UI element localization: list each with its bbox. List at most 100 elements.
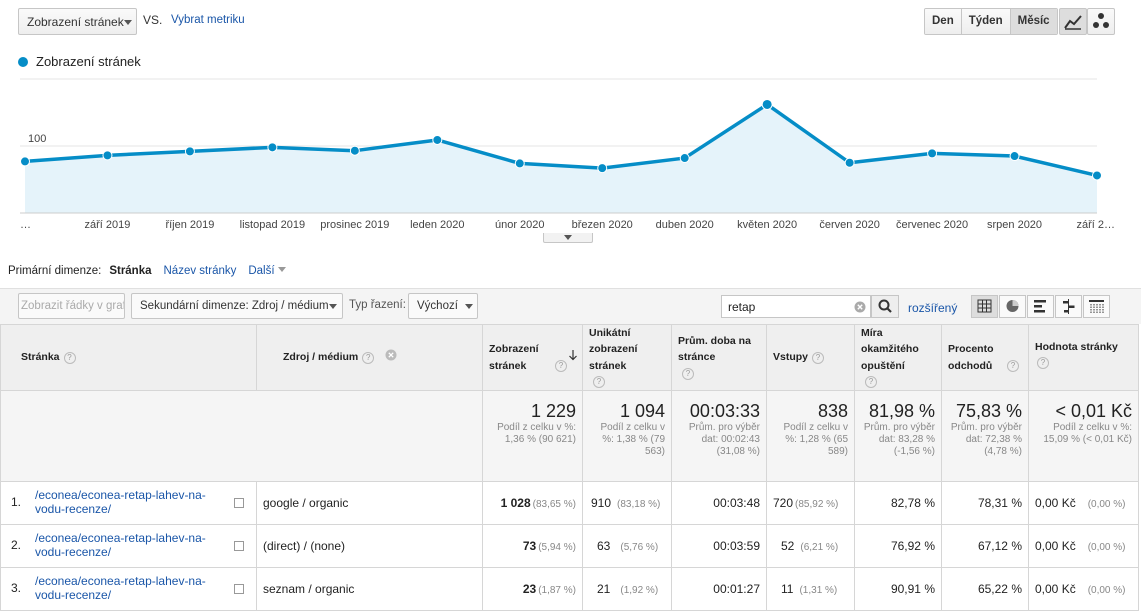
view-comparison-button[interactable] <box>1055 295 1082 318</box>
summary-value: 1 229 <box>530 401 576 422</box>
x-tick-label: červenec 2020 <box>896 219 968 231</box>
cell-pct: (1,31 %) <box>799 585 838 597</box>
help-icon[interactable]: ? <box>682 367 694 380</box>
cell-pct: (5,94 %) <box>538 542 576 554</box>
cell-pct: (85,92 %) <box>795 499 839 511</box>
cell-pageviews: 23 (1,87 %) <box>482 567 583 611</box>
table-search-input[interactable]: retap <box>721 295 871 318</box>
data-point <box>20 156 30 167</box>
cell-unique: 63 (5,76 %) <box>582 524 672 569</box>
page-link[interactable]: /econea/econea-retap-lahev-na-vodu-recen… <box>35 488 206 517</box>
chevron-down-icon <box>277 267 286 272</box>
col-avg-time[interactable]: Prům. doba na stránce? <box>671 323 767 392</box>
help-icon[interactable]: ? <box>1007 359 1019 372</box>
primary-dimension-bar: Primární dimenze: Stránka Název stránky … <box>8 265 286 277</box>
col-page[interactable]: Stránka? <box>0 323 257 392</box>
data-point <box>1092 170 1102 181</box>
view-performance-button[interactable] <box>1027 295 1054 318</box>
col-bounce[interactable]: Míra okamžitého opuštění? <box>854 323 942 392</box>
x-tick-label: únor 2020 <box>495 219 545 231</box>
page-link[interactable]: /econea/econea-retap-lahev-na-vodu-recen… <box>35 574 206 603</box>
help-icon[interactable]: ? <box>812 351 825 364</box>
data-point <box>184 146 195 157</box>
dimension-page-title[interactable]: Název stránky <box>163 265 237 277</box>
cell-avg-time: 00:03:59 <box>671 524 767 569</box>
sort-type-label: Typ řazení: <box>349 299 406 311</box>
dimension-page[interactable]: Stránka <box>109 265 152 277</box>
col-value[interactable]: Hodnota stránky? <box>1028 323 1139 392</box>
data-point <box>1009 151 1020 162</box>
remove-dimension-icon[interactable] <box>385 349 397 361</box>
cell-pct: (0,00 %) <box>1087 499 1126 511</box>
period-day-button[interactable]: Den <box>925 9 962 34</box>
col-source[interactable]: Zdroj / médium? <box>256 323 483 392</box>
period-month-button[interactable]: Měsíc <box>1010 9 1057 34</box>
help-icon[interactable]: ? <box>865 376 877 389</box>
secondary-dimension-select[interactable]: Sekundární dimenze: Zdroj / médium <box>131 293 343 319</box>
help-icon[interactable]: ? <box>593 376 605 389</box>
summary-blank <box>0 390 483 483</box>
col-entrances[interactable]: Vstupy? <box>766 323 855 392</box>
comparison-icon <box>1063 299 1075 314</box>
help-icon[interactable]: ? <box>1037 357 1049 370</box>
col-exit[interactable]: Procento odchodů? <box>941 323 1029 392</box>
x-tick-label: … <box>20 219 31 231</box>
view-pivot-button[interactable] <box>1083 295 1110 318</box>
sort-type-select[interactable]: Výchozí <box>408 293 478 319</box>
metric-select[interactable]: Zobrazení stránek <box>18 8 137 35</box>
x-tick-label: květen 2020 <box>737 219 797 231</box>
external-link-icon[interactable] <box>234 498 244 509</box>
cell-value: 0,00 Kč (0,00 %) <box>1028 567 1139 611</box>
pick-metric-link[interactable]: Vybrat metriku <box>171 14 245 26</box>
summary-pageviews: 1 229 Podíl z celku v %: 1,36 % (90 621) <box>482 390 583 483</box>
data-point <box>844 157 855 168</box>
cell-page: 1. /econea/econea-retap-lahev-na-vodu-rec… <box>0 481 257 526</box>
dimension-more-label: Další <box>248 265 275 277</box>
bubble-chart-icon <box>1093 13 1109 28</box>
page-link[interactable]: /econea/econea-retap-lahev-na-vodu-recen… <box>35 531 206 560</box>
cell-value: 0,00 Kč (0,00 %) <box>1028 481 1139 526</box>
chart-collapse-handle[interactable] <box>543 233 593 243</box>
col-avg-time-label: Prům. doba na stránce <box>678 335 751 364</box>
help-icon[interactable]: ? <box>555 359 567 372</box>
sort-type-value: Výchozí <box>417 300 458 312</box>
chevron-down-icon <box>329 304 337 309</box>
period-week-button[interactable]: Týden <box>961 9 1011 34</box>
summary-entrances: 838 Podíl z celku v %: 1,28 % (65 589) <box>766 390 855 483</box>
data-point <box>761 98 773 110</box>
line-chart-button[interactable] <box>1059 8 1087 35</box>
external-link-icon[interactable] <box>234 541 244 552</box>
col-unique-label: Unikátní zobrazení stránek <box>589 327 638 372</box>
col-pageviews-label: Zobrazení stránek <box>489 343 539 372</box>
cell-page: 2. /econea/econea-retap-lahev-na-vodu-rec… <box>0 524 257 569</box>
metric-select-value: Zobrazení stránek <box>27 15 124 29</box>
col-source-label: Zdroj / médium <box>283 351 359 364</box>
summary-sub: Podíl z celku v %: 1,38 % (79 563) <box>600 422 665 458</box>
help-icon[interactable]: ? <box>362 351 375 364</box>
cell-entrances: 52 (6,21 %) <box>766 524 855 569</box>
plot-rows-button[interactable]: Zobrazit řádky v grafu <box>18 293 125 319</box>
view-pie-button[interactable] <box>999 295 1026 318</box>
motion-chart-button[interactable] <box>1087 8 1115 35</box>
advanced-filter-link[interactable]: rozšířený <box>908 301 958 315</box>
view-table-button[interactable] <box>971 295 998 318</box>
col-unique[interactable]: Unikátní zobrazení stránek? <box>582 323 672 392</box>
data-table: Stránka? Zdroj / médium? Zobrazení strán… <box>0 323 1139 611</box>
cell-exit: 67,12 % <box>941 524 1029 569</box>
y-tick-label: 100 <box>28 133 46 145</box>
col-entrances-label: Vstupy <box>773 351 809 364</box>
cell-value: 720 <box>773 496 794 511</box>
x-tick-label: září 2019 <box>85 219 131 231</box>
cell-avg-time: 00:01:27 <box>671 567 767 611</box>
summary-avg-time: 00:03:33 Prům. pro výběr dat: 00:02:43 (3… <box>671 390 767 483</box>
line-chart-icon <box>1064 15 1082 30</box>
clear-icon[interactable] <box>854 301 866 313</box>
search-button[interactable] <box>871 295 899 318</box>
external-link-icon[interactable] <box>234 584 244 595</box>
summary-value: 1 094 <box>619 401 665 422</box>
summary-sub: Podíl z celku v %: 15,09 % (< 0,01 Kč) <box>1043 422 1132 446</box>
cell-exit: 78,31 % <box>941 481 1029 526</box>
dimension-more[interactable]: Další <box>248 265 286 277</box>
help-icon[interactable]: ? <box>63 351 76 364</box>
col-pageviews[interactable]: Zobrazení stránek? <box>482 323 583 392</box>
